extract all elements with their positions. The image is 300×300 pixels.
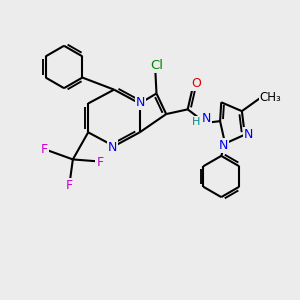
- Text: Cl: Cl: [151, 59, 164, 72]
- Text: F: F: [40, 143, 48, 156]
- Text: CH₃: CH₃: [260, 91, 282, 104]
- Text: N: N: [136, 96, 145, 110]
- Text: F: F: [66, 179, 73, 192]
- Text: N: N: [202, 112, 211, 125]
- Text: F: F: [96, 156, 103, 169]
- Text: N: N: [219, 140, 228, 152]
- Text: N: N: [244, 128, 253, 141]
- Text: N: N: [108, 141, 117, 154]
- Text: H: H: [192, 117, 201, 127]
- Text: O: O: [191, 77, 201, 90]
